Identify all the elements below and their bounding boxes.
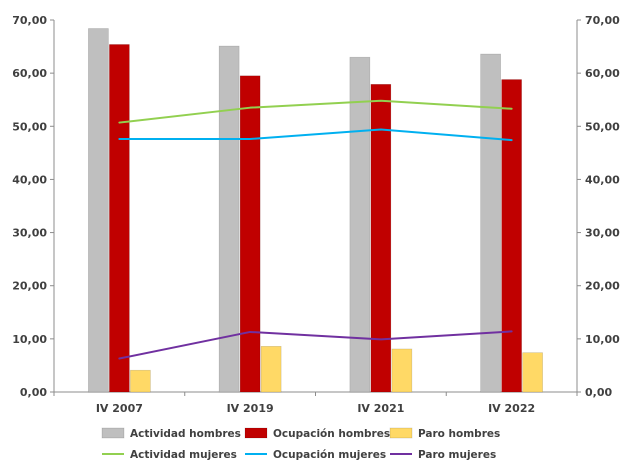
y-tick-label-right: 50,00 <box>585 120 620 133</box>
legend-label: Paro hombres <box>418 428 500 440</box>
bar-ocupaci-n-hombres <box>240 76 260 392</box>
legend-label: Actividad mujeres <box>130 449 237 461</box>
legend-label: Ocupación mujeres <box>273 449 386 461</box>
legend-label: Paro mujeres <box>418 449 496 461</box>
y-tick-label-left: 70,00 <box>12 14 47 27</box>
bar-paro-hombres <box>392 349 412 392</box>
y-tick-label-left: 40,00 <box>12 173 47 186</box>
y-tick-label-right: 30,00 <box>585 227 620 240</box>
line-ocupaci-n-mujeres <box>119 129 511 140</box>
y-tick-label-right: 40,00 <box>585 173 620 186</box>
legend-label: Actividad hombres <box>130 428 241 440</box>
y-tick-label-left: 30,00 <box>12 227 47 240</box>
bar-actividad-hombres <box>481 54 501 392</box>
y-tick-label-right: 20,00 <box>585 280 620 293</box>
legend-swatch <box>245 428 267 438</box>
y-tick-label-left: 60,00 <box>12 67 47 80</box>
legend-swatch <box>102 428 124 438</box>
bar-actividad-hombres <box>350 57 370 392</box>
y-tick-label-right: 70,00 <box>585 14 620 27</box>
y-tick-label-left: 20,00 <box>12 280 47 293</box>
bar-actividad-hombres <box>88 29 108 392</box>
y-tick-label-left: 50,00 <box>12 120 47 133</box>
x-tick-label: IV 2021 <box>357 402 404 415</box>
y-tick-label-left: 0,00 <box>20 386 47 399</box>
legend-label: Ocupación hombres <box>273 428 390 440</box>
bar-ocupaci-n-hombres <box>502 80 522 392</box>
y-tick-label-right: 60,00 <box>585 67 620 80</box>
line-actividad-mujeres <box>119 101 511 123</box>
y-tick-label-right: 10,00 <box>585 333 620 346</box>
y-tick-label-left: 10,00 <box>12 333 47 346</box>
bar-paro-hombres <box>523 353 543 392</box>
legend-swatch <box>390 428 412 438</box>
line-paro-mujeres <box>119 331 511 358</box>
bar-ocupaci-n-hombres <box>109 44 129 392</box>
y-tick-label-right: 0,00 <box>585 386 612 399</box>
bar-paro-hombres <box>130 370 150 392</box>
bar-actividad-hombres <box>219 46 239 392</box>
x-tick-label: IV 2007 <box>96 402 143 415</box>
x-tick-label: IV 2019 <box>227 402 274 415</box>
x-tick-label: IV 2022 <box>488 402 535 415</box>
bar-paro-hombres <box>261 346 281 392</box>
